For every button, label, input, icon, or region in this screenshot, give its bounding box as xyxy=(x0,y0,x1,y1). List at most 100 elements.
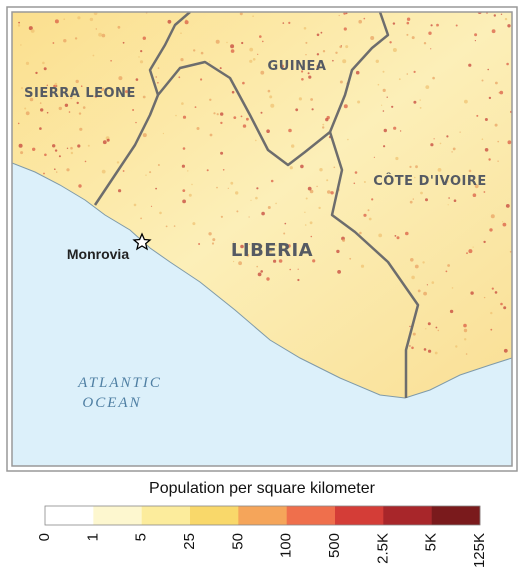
settlement xyxy=(497,160,499,162)
settlement xyxy=(389,41,392,44)
settlement xyxy=(336,249,340,254)
settlement xyxy=(54,19,59,24)
settlement xyxy=(445,179,449,183)
settlement xyxy=(142,95,146,99)
settlement xyxy=(318,206,321,210)
settlement xyxy=(268,248,273,253)
settlement xyxy=(375,59,379,63)
settlement xyxy=(142,36,146,40)
settlement xyxy=(249,59,253,63)
settlement xyxy=(354,171,358,174)
settlement xyxy=(433,138,435,140)
settlement xyxy=(135,78,139,81)
settlement xyxy=(414,264,419,269)
settlement xyxy=(66,168,70,172)
settlement xyxy=(309,189,314,194)
settlement xyxy=(470,291,474,295)
settlement xyxy=(76,101,79,105)
settlement xyxy=(248,216,250,218)
settlement xyxy=(226,41,228,44)
settlement xyxy=(133,203,137,207)
settlement xyxy=(70,97,73,100)
settlement xyxy=(52,144,56,148)
legend-tick-label: 500 xyxy=(326,533,343,558)
settlement xyxy=(216,113,219,116)
settlement xyxy=(208,232,212,236)
settlement xyxy=(297,268,299,270)
settlement xyxy=(209,98,212,102)
settlement xyxy=(342,59,347,64)
settlement xyxy=(211,242,215,245)
settlement xyxy=(304,211,306,213)
settlement xyxy=(455,24,458,27)
settlement xyxy=(135,121,137,124)
settlement xyxy=(89,17,94,22)
settlement xyxy=(490,214,495,219)
settlement xyxy=(289,166,293,170)
settlement xyxy=(428,31,432,35)
settlement xyxy=(453,199,457,202)
legend: 0 1 5 25 50 100 500 2.5K 5K 125K xyxy=(36,505,488,568)
settlement xyxy=(43,67,47,71)
ocean-label: ATLANTIC xyxy=(77,375,162,391)
settlement xyxy=(118,76,123,81)
frame-inner xyxy=(11,11,513,467)
settlement xyxy=(445,270,448,273)
land xyxy=(12,12,512,399)
settlement xyxy=(77,16,81,20)
settlement xyxy=(497,140,500,143)
settlement xyxy=(150,205,153,207)
settlement xyxy=(494,291,498,294)
settlement xyxy=(483,191,486,193)
settlement xyxy=(368,217,372,221)
settlement xyxy=(182,147,186,150)
settlement xyxy=(58,155,61,158)
settlement xyxy=(180,32,182,34)
settlement xyxy=(360,264,365,268)
settlement xyxy=(173,225,176,227)
settlement xyxy=(304,224,307,226)
settlement xyxy=(378,233,383,238)
settlement xyxy=(178,76,181,79)
border xyxy=(328,131,420,398)
settlement xyxy=(474,40,476,42)
settlement xyxy=(399,130,402,132)
settlement xyxy=(307,72,310,75)
settlement xyxy=(413,100,417,104)
settlement xyxy=(157,82,159,84)
settlement xyxy=(411,36,415,40)
settlement xyxy=(382,110,385,112)
settlement xyxy=(102,140,107,145)
settlement xyxy=(43,172,45,175)
settlement xyxy=(63,18,65,21)
legend-swatch xyxy=(238,506,287,525)
settlement xyxy=(316,53,320,56)
settlement xyxy=(241,41,244,45)
settlement xyxy=(505,204,510,208)
settlement xyxy=(64,103,69,108)
settlement xyxy=(46,111,49,114)
settlement xyxy=(381,104,383,106)
settlement xyxy=(278,259,283,263)
settlement xyxy=(155,76,157,78)
settlement xyxy=(78,184,82,188)
legend-tick-label: 100 xyxy=(278,533,295,558)
settlement xyxy=(422,261,425,264)
settlement xyxy=(426,284,428,286)
settlement xyxy=(110,60,112,62)
settlement xyxy=(452,147,456,151)
settlement xyxy=(451,151,453,153)
settlement xyxy=(425,85,430,89)
settlement xyxy=(363,181,366,183)
country-label: GUINEA xyxy=(268,59,327,74)
settlement xyxy=(63,39,67,43)
settlement xyxy=(165,225,168,228)
settlement xyxy=(235,191,239,195)
settlement xyxy=(468,249,473,254)
settlement xyxy=(200,51,204,55)
settlement xyxy=(25,61,30,65)
settlement xyxy=(231,90,235,94)
settlement xyxy=(238,261,243,266)
settlement xyxy=(280,64,284,68)
borders xyxy=(93,12,420,398)
